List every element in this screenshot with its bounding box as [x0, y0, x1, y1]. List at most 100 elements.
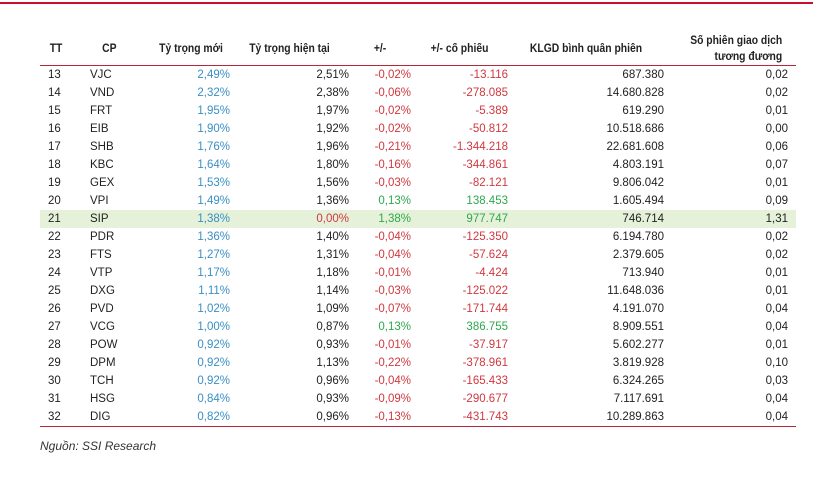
cell-avg-volume: 11.648.036 — [607, 285, 664, 297]
cell-avg-volume: 5.602.277 — [612, 339, 664, 351]
header-avg-volume: KLGD bình quân phiên — [515, 33, 657, 66]
header-row: TT CP Tỷ trọng mới Tỷ trọng hiện tại +/-… — [40, 33, 796, 66]
table-row: 26 PVD 1,02% 1,09% -0,07% -171.744 4.191.070 0,… — [40, 300, 796, 318]
cell-tt: 13 — [48, 69, 61, 81]
cell-ticker: HSG — [90, 393, 115, 405]
cell-new-weight: 1,53% — [197, 177, 230, 189]
cell-avg-volume: 22.681.608 — [606, 141, 664, 153]
cell-tt: 15 — [48, 105, 61, 117]
cell-ticker: SIP — [90, 210, 152, 228]
cell-ticker: FTS — [90, 249, 112, 261]
table-row: 30 TCH 0,92% 0,96% -0,04% -165.433 6.324.265 0,… — [40, 372, 796, 390]
cell-share-change: -165.433 — [462, 375, 508, 387]
cell-tt: 24 — [48, 267, 61, 279]
cell-weight-change: -0,02% — [374, 69, 411, 81]
cell-new-weight: 1,90% — [197, 123, 230, 135]
cell-tt: 19 — [48, 177, 61, 189]
cell-weight-change: -0,02% — [374, 123, 411, 135]
cell-avg-volume: 7.117.691 — [613, 393, 664, 405]
cell-avg-volume: 1.605.494 — [612, 195, 664, 207]
cell-weight-change: -0,01% — [374, 267, 411, 279]
cell-share-change: -82.121 — [468, 177, 508, 189]
cell-sessions: 0,04 — [765, 321, 788, 333]
header-cp: CP — [93, 33, 149, 66]
cell-tt: 27 — [48, 321, 61, 333]
cell-avg-volume: 3.819.928 — [612, 357, 664, 369]
cell-share-change: -171.744 — [462, 303, 508, 315]
cell-tt: 30 — [48, 375, 61, 387]
cell-avg-volume: 2.379.605 — [612, 249, 664, 261]
cell-ticker: VPI — [90, 195, 109, 207]
cell-avg-volume: 8.909.551 — [612, 321, 664, 333]
cell-tt: 18 — [48, 159, 61, 171]
cell-share-change: 138.453 — [466, 195, 508, 207]
table-row: 28 POW 0,92% 0,93% -0,01% -37.917 5.602.277 0,0… — [40, 336, 796, 354]
cell-weight-change: -0,09% — [374, 393, 411, 405]
cell-weight-change: 0,13% — [378, 195, 411, 207]
cell-avg-volume: 746.714 — [508, 210, 664, 228]
cell-new-weight: 0,82% — [152, 408, 230, 427]
header-weight-change: +/- — [352, 33, 408, 66]
cell-current-weight: 0,93% — [316, 393, 349, 405]
cell-avg-volume: 687.380 — [622, 69, 664, 81]
cell-new-weight: 1,17% — [197, 267, 230, 279]
cell-tt: 16 — [48, 123, 61, 135]
cell-tt: 23 — [48, 249, 61, 261]
cell-weight-change: -0,01% — [374, 339, 411, 351]
cell-sessions: 0,02 — [765, 87, 788, 99]
cell-share-change: -13.116 — [469, 69, 508, 81]
cell-avg-volume: 10.289.863 — [508, 408, 664, 427]
table-row: 14 VND 2,32% 2,38% -0,06% -278.085 14.680.828 0… — [40, 84, 796, 102]
cell-new-weight: 2,32% — [197, 87, 230, 99]
cell-tt: 29 — [48, 357, 61, 369]
cell-current-weight: 2,51% — [316, 69, 349, 81]
cell-current-weight: 1,80% — [316, 159, 349, 171]
cell-current-weight: 1,14% — [316, 285, 349, 297]
cell-sessions: 0,01 — [765, 267, 788, 279]
cell-share-change: -50.812 — [468, 123, 508, 135]
cell-new-weight: 1,38% — [152, 210, 230, 228]
cell-new-weight: 1,95% — [197, 105, 230, 117]
cell-current-weight: 0,96% — [230, 408, 349, 427]
cell-weight-change: -0,06% — [374, 87, 411, 99]
cell-ticker: POW — [90, 339, 118, 351]
cell-avg-volume: 14.680.828 — [606, 87, 664, 99]
cell-new-weight: 0,92% — [197, 357, 230, 369]
cell-new-weight: 0,84% — [197, 393, 230, 405]
cell-share-change: -4.424 — [475, 267, 508, 279]
table-row: 18 KBC 1,64% 1,80% -0,16% -344.861 4.803.191 0,… — [40, 156, 796, 174]
cell-new-weight: 1,36% — [197, 231, 230, 243]
cell-current-weight: 1,40% — [316, 231, 349, 243]
header-tt: TT — [42, 33, 88, 66]
source-note: Nguồn: SSI Research — [40, 439, 157, 453]
cell-new-weight: 1,27% — [197, 249, 230, 261]
cell-current-weight: 1,36% — [316, 195, 349, 207]
cell-sessions: 0,02 — [765, 69, 788, 81]
cell-current-weight: 1,97% — [316, 105, 349, 117]
table-row: 19 GEX 1,53% 1,56% -0,03% -82.121 9.806.042 0,0… — [40, 174, 796, 192]
cell-weight-change: 0,13% — [378, 321, 411, 333]
table-row: 21 SIP 1,38% 0,00% 1,38% 977.747 746.714 1,31 — [40, 210, 796, 228]
cell-new-weight: 2,49% — [197, 69, 230, 81]
cell-new-weight: 1,76% — [197, 141, 230, 153]
cell-share-change: -125.350 — [462, 231, 508, 243]
cell-tt: 32 — [40, 408, 90, 427]
cell-weight-change: -0,04% — [374, 375, 411, 387]
table-row: 16 EIB 1,90% 1,92% -0,02% -50.812 10.518.686 0,… — [40, 120, 796, 138]
cell-avg-volume: 619.290 — [622, 105, 664, 117]
cell-tt: 28 — [48, 339, 61, 351]
cell-avg-volume: 6.324.265 — [612, 375, 664, 387]
cell-avg-volume: 6.194.780 — [612, 231, 664, 243]
cell-tt: 22 — [48, 231, 61, 243]
cell-share-change: -378.961 — [462, 357, 508, 369]
cell-ticker: EIB — [90, 123, 109, 135]
cell-weight-change: -0,04% — [374, 249, 411, 261]
cell-weight-change: -0,04% — [374, 231, 411, 243]
cell-current-weight: 0,00% — [230, 210, 349, 228]
table-row: 17 SHB 1,76% 1,96% -0,21% -1.344.218 22.681.60… — [40, 138, 796, 156]
cell-sessions: 0,04 — [765, 303, 788, 315]
header-sessions: Số phiên giao dịch tương đương — [670, 33, 790, 66]
cell-sessions: 0,01 — [765, 105, 788, 117]
cell-new-weight: 1,11% — [198, 285, 230, 297]
cell-current-weight: 0,87% — [316, 321, 349, 333]
